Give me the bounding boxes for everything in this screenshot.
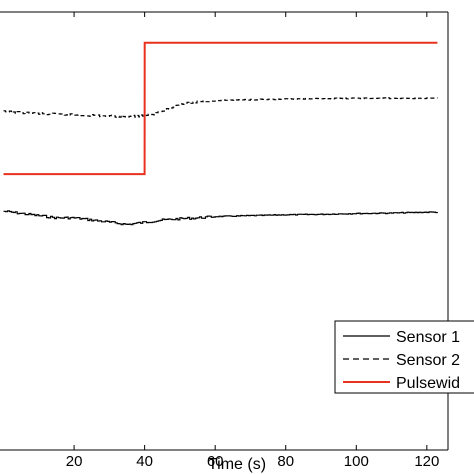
x-tick-label: 80 (277, 453, 294, 470)
legend: Sensor 1 Sensor 2 Pulsewid (334, 320, 474, 394)
legend-label: Sensor 2 (396, 352, 460, 369)
x-tick-label: 40 (136, 453, 153, 470)
x-tick-label: 120 (414, 453, 439, 470)
series-line-sensor-2 (3, 97, 438, 118)
series-line-pulsewid (3, 41, 438, 176)
x-tick-label: 20 (66, 453, 83, 470)
series-line-sensor-1 (3, 210, 438, 226)
x-tick-label: 60 (207, 453, 224, 470)
legend-label: Pulsewid (396, 375, 460, 392)
series-layer (3, 41, 438, 226)
legend-label: Sensor 1 (396, 329, 460, 346)
x-axis-title: Time (s) (208, 456, 266, 473)
x-axis: 20 40 60 80 100 120 (66, 12, 439, 470)
x-tick-label: 100 (344, 453, 369, 470)
